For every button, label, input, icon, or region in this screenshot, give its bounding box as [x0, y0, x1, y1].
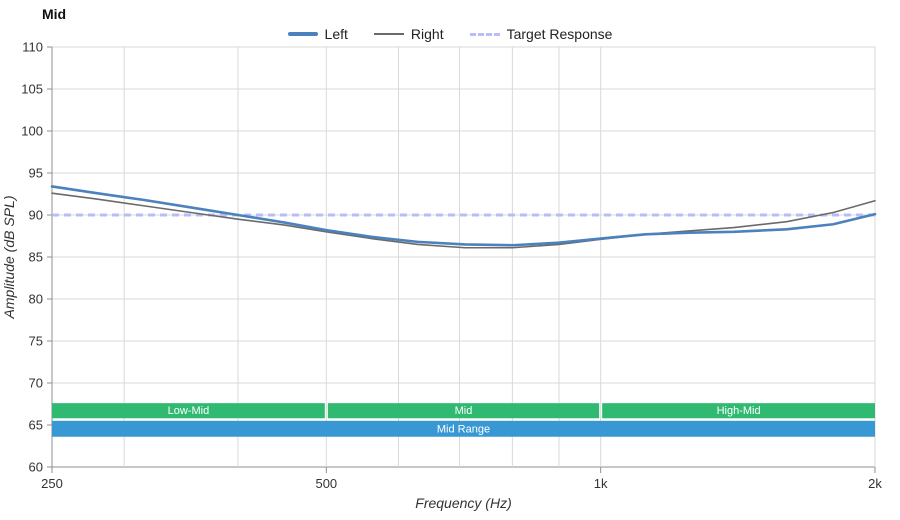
legend-swatch-left	[287, 32, 318, 36]
legend-label-left: Left	[324, 26, 348, 42]
y-tick-label: 75	[29, 334, 43, 349]
y-tick-label: 95	[29, 166, 43, 181]
y-tick-label: 80	[29, 292, 43, 307]
band-low-mid	[52, 403, 325, 419]
y-axis-title: Amplitude (dB SPL)	[1, 196, 17, 320]
y-tick-label: 70	[29, 376, 43, 391]
legend-label-target-response: Target Response	[506, 26, 613, 42]
legend: Left Right Target Response	[0, 26, 900, 42]
y-tick-label: 100	[21, 124, 43, 139]
x-tick-label: 500	[315, 476, 337, 491]
band-label-mid: Mid	[455, 405, 473, 417]
series-line-left	[50, 185, 877, 247]
x-axis-title: Frequency (Hz)	[415, 495, 511, 511]
band-label-mid-range: Mid Range	[437, 423, 490, 435]
legend-item-right[interactable]: Right	[373, 26, 444, 42]
x-tick-label: 2k	[868, 476, 882, 491]
band-label-low-mid: Low-Mid	[168, 405, 210, 417]
x-tick-label: 1k	[594, 476, 608, 491]
legend-item-target-response[interactable]: Target Response	[469, 26, 613, 42]
band-mid-range	[52, 420, 875, 437]
legend-swatch-right	[373, 33, 404, 35]
series-line-right	[51, 192, 876, 249]
band-mid	[327, 403, 600, 419]
x-tick-label: 250	[41, 476, 63, 491]
y-tick-label: 110	[22, 40, 43, 55]
band-label-high-mid: High-Mid	[717, 405, 761, 417]
band-high-mid	[602, 403, 875, 419]
legend-swatch-target-response	[469, 32, 500, 36]
y-tick-label: 65	[29, 418, 43, 433]
y-tick-label: 105	[21, 82, 43, 97]
y-tick-label: 60	[29, 460, 43, 475]
legend-label-right: Right	[410, 26, 444, 42]
y-tick-label: 85	[29, 250, 43, 265]
legend-item-left[interactable]: Left	[287, 26, 348, 42]
y-tick-label: 90	[29, 208, 43, 223]
chart-title: Mid	[42, 6, 67, 22]
